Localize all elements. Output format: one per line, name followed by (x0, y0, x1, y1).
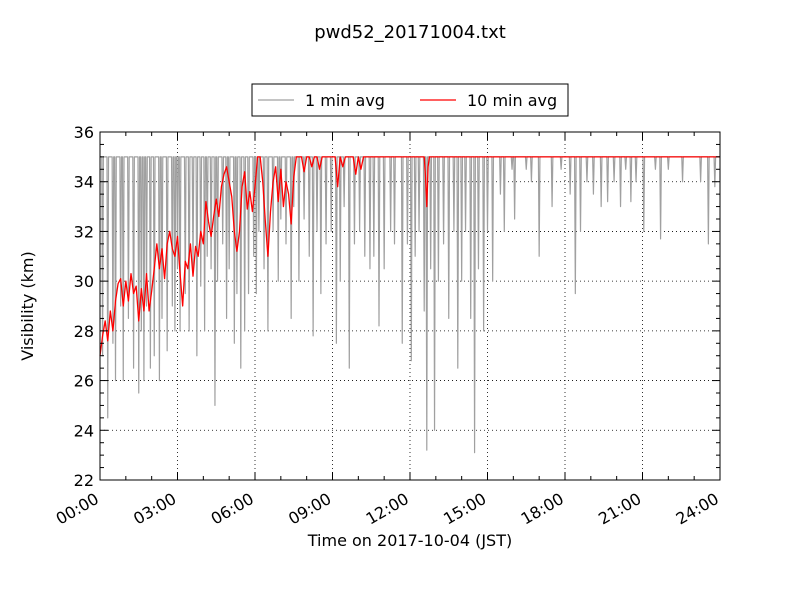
legend-label-1min: 1 min avg (305, 91, 385, 110)
y-tick-label-2: 26 (74, 372, 94, 391)
plot-frame (99, 131, 721, 481)
x-tick-label-3: 09:00 (285, 489, 334, 529)
x-tick-label-2: 06:00 (208, 489, 257, 529)
x-tick-label-1: 03:00 (130, 489, 179, 529)
y-tick-label-3: 28 (74, 322, 94, 341)
x-tick-label-7: 21:00 (595, 489, 644, 529)
x-tick-label-8: 24:00 (673, 489, 722, 529)
x-tick-label-4: 12:00 (363, 489, 412, 529)
y-tick-label-7: 36 (74, 123, 94, 142)
y-tick-label-0: 22 (74, 471, 94, 490)
chart-title: pwd52_20171004.txt (314, 22, 506, 43)
y-axis-label: Visibility (km) (18, 251, 37, 360)
legend: 1 min avg 10 min avg (251, 83, 569, 117)
x-tick-label-0: 00:00 (53, 489, 102, 529)
series-line-10min-avg (99, 156, 720, 356)
legend-box (251, 83, 569, 117)
y-tick-label-6: 34 (74, 173, 94, 192)
grid-lines (100, 132, 720, 480)
y-tick-label-5: 32 (74, 222, 94, 241)
y-tick-label-4: 30 (74, 272, 94, 291)
x-tick-label-5: 15:00 (440, 489, 489, 529)
x-tick-label-6: 18:00 (518, 489, 567, 529)
legend-label-10min: 10 min avg (467, 91, 557, 110)
y-tick-label-1: 24 (74, 421, 94, 440)
x-axis-label: Time on 2017-10-04 (JST) (307, 531, 512, 550)
plot-series (99, 156, 720, 454)
